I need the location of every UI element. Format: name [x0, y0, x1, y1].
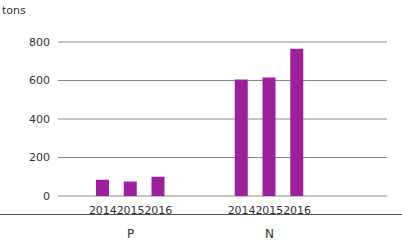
svg-text:2016: 2016: [144, 204, 172, 217]
svg-text:N: N: [265, 227, 274, 241]
svg-text:2014: 2014: [89, 204, 117, 217]
svg-text:2015: 2015: [117, 204, 145, 217]
svg-text:600: 600: [29, 74, 50, 87]
svg-text:2015: 2015: [255, 204, 283, 217]
svg-text:2016: 2016: [283, 204, 311, 217]
svg-text:P: P: [127, 227, 134, 241]
svg-text:800: 800: [29, 36, 50, 49]
svg-text:400: 400: [29, 113, 50, 126]
html-text:tons: tons: [2, 4, 26, 17]
svg-text:0: 0: [43, 190, 50, 203]
svg-text:2014: 2014: [228, 204, 256, 217]
svg-text:200: 200: [29, 151, 50, 164]
